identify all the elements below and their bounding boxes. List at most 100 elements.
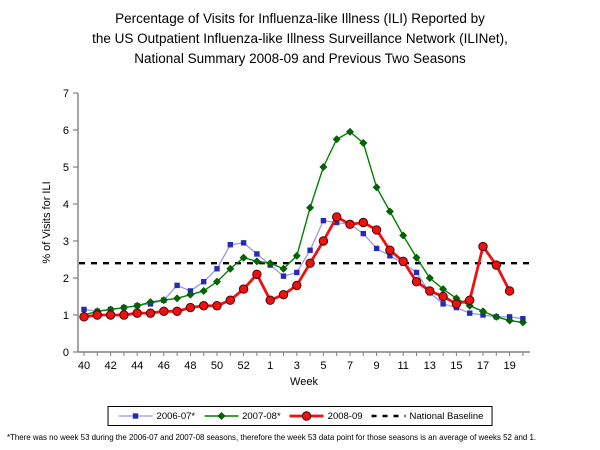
data-point-marker <box>214 266 220 272</box>
data-point-marker <box>92 310 103 320</box>
data-point-marker <box>438 291 448 302</box>
data-point-marker <box>199 286 208 296</box>
data-point-marker <box>412 253 421 262</box>
series-2007-08 <box>79 127 527 327</box>
legend-item-national-baseline: National Baseline <box>370 410 483 422</box>
legend-item-2007-08: 2007-08* <box>202 410 281 422</box>
chart-title-line3: National Summary 2008-09 and Previous Tw… <box>134 51 466 66</box>
data-point-marker <box>119 310 129 320</box>
x-tick-label: 44 <box>131 360 143 372</box>
data-point-marker <box>81 306 87 313</box>
data-point-marker <box>79 312 89 322</box>
data-point-marker <box>373 245 380 252</box>
data-point-marker <box>172 306 182 316</box>
y-tick-label: 7 <box>63 88 69 100</box>
data-point-marker <box>132 413 139 419</box>
legend-item-2006-07-label: 2006-07* <box>156 410 196 422</box>
x-tick-label: 40 <box>78 360 90 372</box>
data-point-marker <box>467 310 473 316</box>
chart-legend: 2006-07* 2007-08* 2008-09 National Baseline <box>107 406 493 426</box>
data-point-marker <box>492 312 501 321</box>
data-point-marker <box>411 277 422 287</box>
y-tick-label: 1 <box>63 310 69 322</box>
data-point-marker <box>478 307 488 316</box>
data-point-marker <box>301 411 312 421</box>
data-point-marker <box>334 219 340 226</box>
x-tick-label: 7 <box>347 360 353 372</box>
data-point-marker <box>226 264 235 273</box>
legend-item-2008-09-swatch <box>289 411 324 421</box>
data-point-marker <box>518 318 527 327</box>
x-tick-label: 48 <box>184 360 196 372</box>
data-point-marker <box>345 219 355 230</box>
data-point-marker <box>332 135 341 144</box>
y-tick-label: 4 <box>63 199 69 211</box>
data-point-marker <box>238 284 249 294</box>
data-point-marker <box>146 297 155 307</box>
data-point-marker <box>413 269 420 276</box>
data-point-marker <box>217 411 226 421</box>
x-tick-label: 9 <box>374 360 380 372</box>
y-tick-label: 3 <box>63 236 69 248</box>
data-point-marker <box>227 242 233 248</box>
series-line <box>83 131 523 324</box>
data-point-marker <box>252 269 262 279</box>
data-point-marker <box>159 306 169 316</box>
chart-footnote: *There was no week 53 during the 2006-07… <box>7 433 537 442</box>
data-point-marker <box>307 247 313 253</box>
data-point-marker <box>345 127 355 136</box>
x-tick-label: 52 <box>237 360 249 372</box>
data-point-marker <box>319 162 328 172</box>
y-tick-label: 2 <box>63 273 69 285</box>
data-point-marker <box>425 273 434 283</box>
data-point-marker <box>159 296 168 305</box>
data-point-marker <box>186 290 195 299</box>
legend-item-2006-07: 2006-07* <box>117 410 196 422</box>
data-point-marker <box>105 310 116 320</box>
data-point-marker <box>478 241 488 252</box>
data-point-marker <box>359 138 368 148</box>
data-point-marker <box>132 308 142 318</box>
data-point-marker <box>225 295 236 305</box>
data-point-marker <box>240 240 247 246</box>
chart-title: Percentage of Visits for Influenza-like … <box>0 9 600 69</box>
data-point-marker <box>212 277 222 286</box>
chart-title-line1: Percentage of Visits for Influenza-like … <box>115 11 485 26</box>
data-point-marker <box>399 231 408 240</box>
data-point-marker <box>266 259 275 268</box>
data-point-marker <box>371 225 382 235</box>
data-point-marker <box>199 301 209 311</box>
legend-item-2007-08-swatch <box>204 411 239 421</box>
legend-item-2008-09: 2008-09 <box>288 410 363 422</box>
data-point-marker <box>305 258 315 268</box>
data-point-marker <box>254 251 260 257</box>
y-axis-title: % of Visits for ILI <box>41 181 53 263</box>
data-point-marker <box>292 280 302 291</box>
data-point-marker <box>385 245 395 255</box>
data-point-marker <box>173 294 182 303</box>
data-point-marker <box>320 217 327 224</box>
y-tick-label: 5 <box>63 162 69 174</box>
data-point-marker <box>239 253 248 262</box>
data-point-marker <box>332 212 342 222</box>
x-axis-title: Week <box>290 376 318 388</box>
data-point-marker <box>451 299 462 309</box>
data-point-marker <box>278 289 289 300</box>
data-point-marker <box>425 286 435 296</box>
data-point-marker <box>279 264 288 273</box>
data-point-marker <box>504 286 515 296</box>
data-point-marker <box>385 207 394 216</box>
series-2008-09 <box>79 212 515 322</box>
data-point-marker <box>185 302 196 313</box>
legend-item-2006-07-swatch <box>118 413 153 419</box>
data-point-marker <box>280 273 287 279</box>
data-point-marker <box>201 279 207 285</box>
data-point-marker <box>318 236 329 246</box>
data-point-marker <box>294 269 300 276</box>
data-point-marker <box>212 301 222 311</box>
data-point-marker <box>440 301 446 307</box>
data-point-marker <box>292 251 301 260</box>
x-tick-label: 50 <box>211 360 223 372</box>
data-point-marker <box>505 316 514 325</box>
legend-item-national-baseline-swatch <box>371 414 406 418</box>
